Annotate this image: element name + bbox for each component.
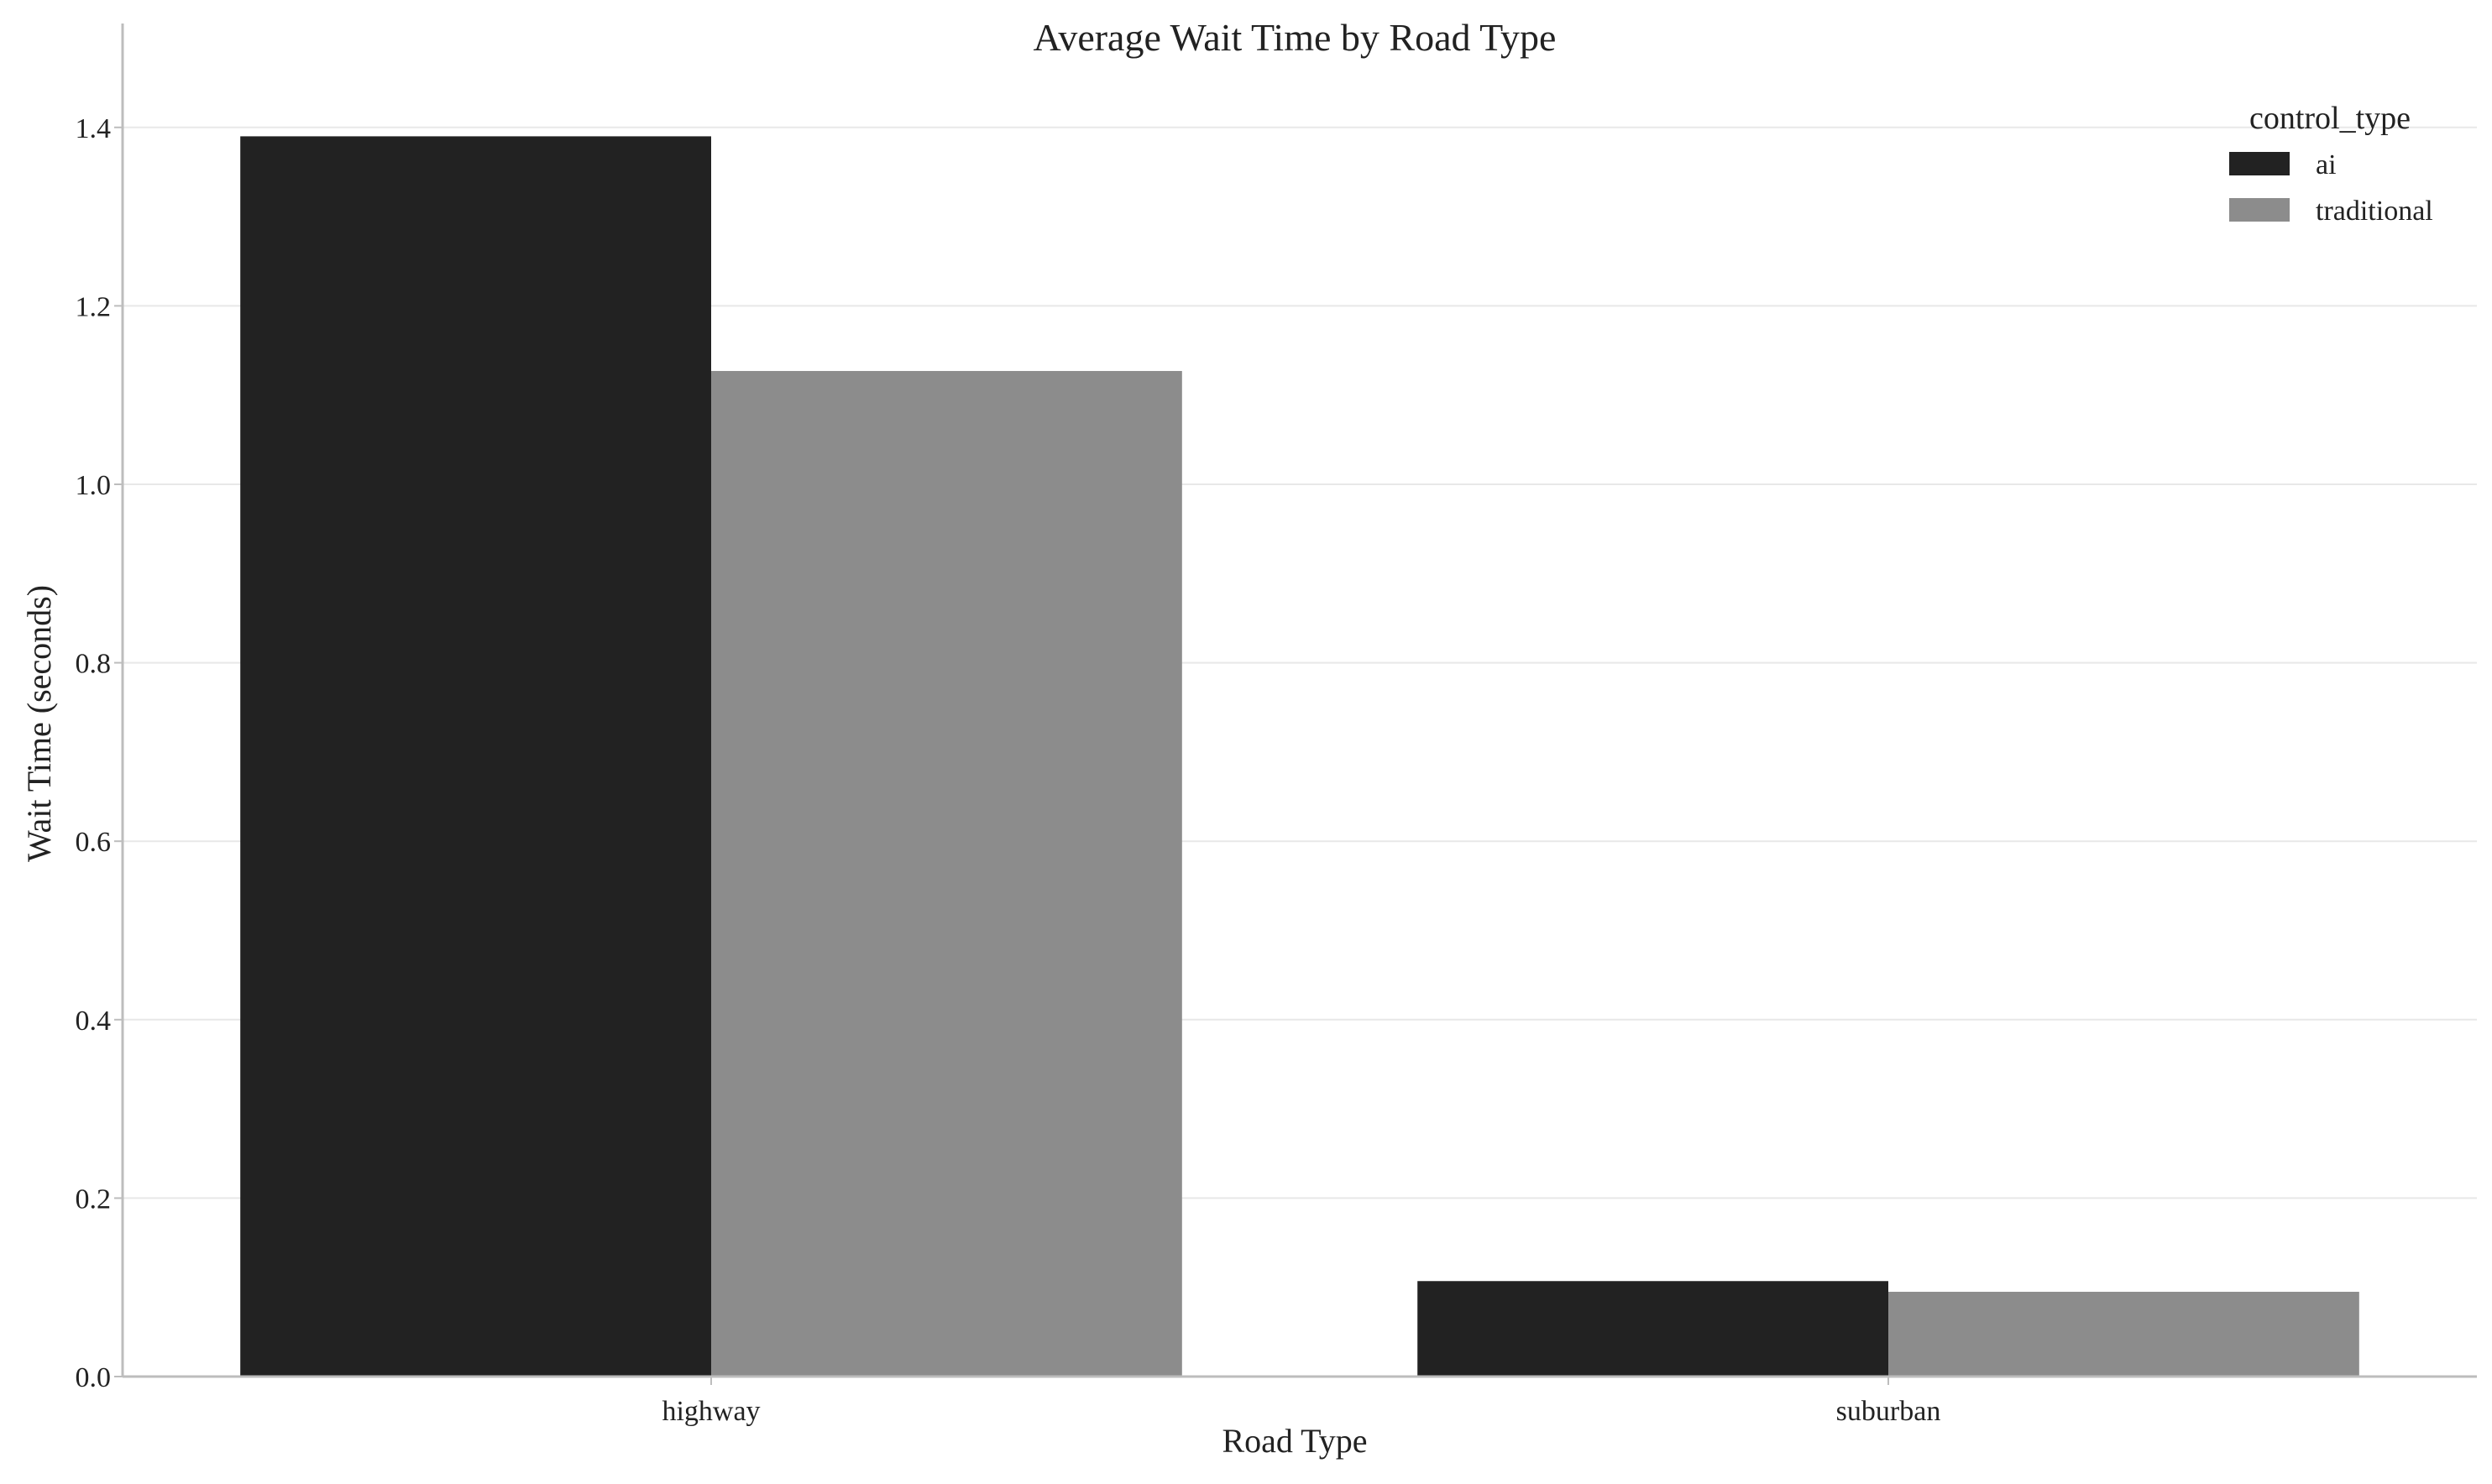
bar-ai-highway — [240, 136, 711, 1377]
y-tick-label: 1.4 — [76, 113, 112, 144]
legend-swatch-traditional — [2229, 198, 2290, 222]
legend-label-ai: ai — [2316, 149, 2337, 180]
y-tick-label: 0.6 — [76, 827, 112, 858]
y-tick-label: 1.2 — [76, 291, 112, 322]
bar-ai-suburban — [1417, 1281, 1888, 1377]
y-tick-label: 0.2 — [76, 1184, 112, 1215]
bars — [240, 136, 2359, 1377]
y-tick-label: 1.0 — [76, 470, 112, 501]
bar-traditional-highway — [711, 370, 1182, 1377]
y-tick-label: 0.4 — [76, 1006, 112, 1037]
legend-swatch-ai — [2229, 152, 2290, 175]
x-tick-label: suburban — [1836, 1396, 1941, 1427]
legend-label-traditional: traditional — [2316, 196, 2433, 227]
y-axis-label: Wait Time (seconds) — [20, 585, 58, 862]
axes: 0.0 0.2 0.4 0.6 0.8 1.0 1.2 1.4 highway suburban — [76, 24, 2477, 1427]
y-tick-label: 0.0 — [76, 1362, 112, 1393]
legend: control_type ai traditional — [2229, 101, 2433, 227]
y-tick-label: 0.8 — [76, 649, 112, 680]
x-tick-label: highway — [662, 1396, 760, 1427]
legend-title: control_type — [2249, 101, 2411, 136]
bar-traditional-suburban — [1888, 1292, 2359, 1377]
x-axis-label: Road Type — [1222, 1422, 1367, 1460]
chart-title: Average Wait Time by Road Type — [1034, 16, 1557, 59]
